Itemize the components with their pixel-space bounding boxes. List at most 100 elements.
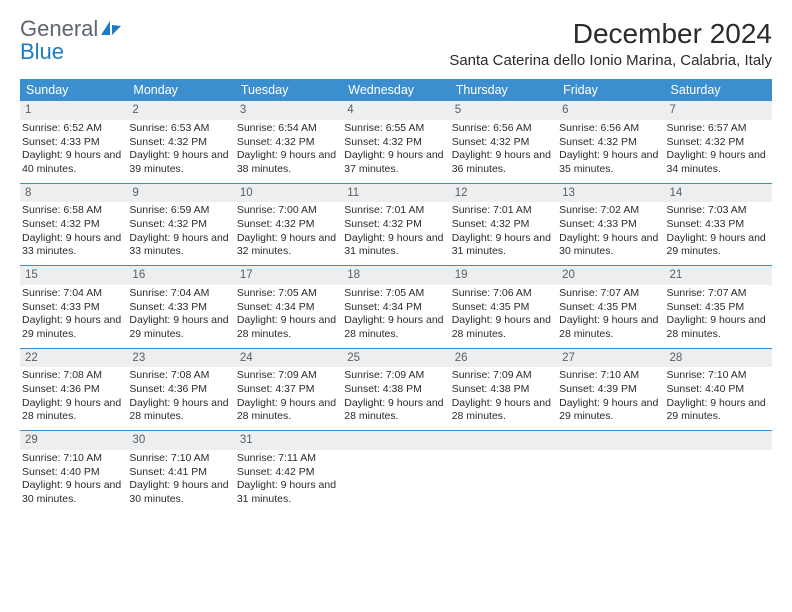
sunset-text: Sunset: 4:34 PM — [237, 301, 340, 315]
daylight-text: Daylight: 9 hours and 30 minutes. — [22, 479, 125, 506]
day-cell — [665, 431, 772, 513]
sunset-text: Sunset: 4:32 PM — [667, 136, 770, 150]
day-cell: 18Sunrise: 7:05 AMSunset: 4:34 PMDayligh… — [342, 266, 449, 348]
week-row: 22Sunrise: 7:08 AMSunset: 4:36 PMDayligh… — [20, 348, 772, 431]
weeks-container: 1Sunrise: 6:52 AMSunset: 4:33 PMDaylight… — [20, 101, 772, 513]
daylight-text: Daylight: 9 hours and 29 minutes. — [129, 314, 232, 341]
daylight-text: Daylight: 9 hours and 35 minutes. — [559, 149, 662, 176]
sunrise-text: Sunrise: 7:08 AM — [22, 369, 125, 383]
day-cell: 8Sunrise: 6:58 AMSunset: 4:32 PMDaylight… — [20, 184, 127, 266]
day-number: 8 — [20, 184, 127, 203]
day-number: 7 — [665, 101, 772, 120]
day-body: Sunrise: 7:05 AMSunset: 4:34 PMDaylight:… — [342, 285, 449, 348]
dayhead-wednesday: Wednesday — [342, 79, 449, 101]
day-number: 19 — [450, 266, 557, 285]
dayhead-saturday: Saturday — [665, 79, 772, 101]
daylight-text: Daylight: 9 hours and 28 minutes. — [237, 397, 340, 424]
sunrise-text: Sunrise: 6:58 AM — [22, 204, 125, 218]
day-cell: 19Sunrise: 7:06 AMSunset: 4:35 PMDayligh… — [450, 266, 557, 348]
day-number: 22 — [20, 349, 127, 368]
day-cell: 14Sunrise: 7:03 AMSunset: 4:33 PMDayligh… — [665, 184, 772, 266]
sunrise-text: Sunrise: 6:55 AM — [344, 122, 447, 136]
sunset-text: Sunset: 4:37 PM — [237, 383, 340, 397]
day-body: Sunrise: 7:01 AMSunset: 4:32 PMDaylight:… — [342, 202, 449, 265]
sunrise-text: Sunrise: 7:09 AM — [452, 369, 555, 383]
sunset-text: Sunset: 4:32 PM — [452, 136, 555, 150]
day-number: 6 — [557, 101, 664, 120]
day-number: 16 — [127, 266, 234, 285]
day-cell: 23Sunrise: 7:08 AMSunset: 4:36 PMDayligh… — [127, 349, 234, 431]
sunset-text: Sunset: 4:32 PM — [129, 136, 232, 150]
daylight-text: Daylight: 9 hours and 39 minutes. — [129, 149, 232, 176]
day-cell: 2Sunrise: 6:53 AMSunset: 4:32 PMDaylight… — [127, 101, 234, 183]
day-body: Sunrise: 6:55 AMSunset: 4:32 PMDaylight:… — [342, 120, 449, 183]
title-block: December 2024 Santa Caterina dello Ionio… — [449, 18, 772, 73]
day-cell: 29Sunrise: 7:10 AMSunset: 4:40 PMDayligh… — [20, 431, 127, 513]
day-cell — [450, 431, 557, 513]
day-number: 27 — [557, 349, 664, 368]
sunset-text: Sunset: 4:32 PM — [22, 218, 125, 232]
sunrise-text: Sunrise: 7:07 AM — [559, 287, 662, 301]
daylight-text: Daylight: 9 hours and 31 minutes. — [452, 232, 555, 259]
sunrise-text: Sunrise: 7:10 AM — [559, 369, 662, 383]
week-row: 29Sunrise: 7:10 AMSunset: 4:40 PMDayligh… — [20, 430, 772, 513]
daylight-text: Daylight: 9 hours and 31 minutes. — [237, 479, 340, 506]
sunset-text: Sunset: 4:32 PM — [129, 218, 232, 232]
day-cell: 11Sunrise: 7:01 AMSunset: 4:32 PMDayligh… — [342, 184, 449, 266]
dayhead-monday: Monday — [127, 79, 234, 101]
sunset-text: Sunset: 4:42 PM — [237, 466, 340, 480]
sunrise-text: Sunrise: 7:10 AM — [22, 452, 125, 466]
logo-sail-icon — [100, 20, 122, 41]
daylight-text: Daylight: 9 hours and 30 minutes. — [129, 479, 232, 506]
sunrise-text: Sunrise: 7:02 AM — [559, 204, 662, 218]
daylight-text: Daylight: 9 hours and 32 minutes. — [237, 232, 340, 259]
sunset-text: Sunset: 4:35 PM — [667, 301, 770, 315]
day-number — [342, 431, 449, 450]
day-cell: 30Sunrise: 7:10 AMSunset: 4:41 PMDayligh… — [127, 431, 234, 513]
day-cell: 1Sunrise: 6:52 AMSunset: 4:33 PMDaylight… — [20, 101, 127, 183]
day-body: Sunrise: 6:53 AMSunset: 4:32 PMDaylight:… — [127, 120, 234, 183]
day-number: 26 — [450, 349, 557, 368]
logo: General Blue — [20, 18, 122, 64]
sunrise-text: Sunrise: 6:56 AM — [559, 122, 662, 136]
day-body: Sunrise: 6:56 AMSunset: 4:32 PMDaylight:… — [557, 120, 664, 183]
daylight-text: Daylight: 9 hours and 33 minutes. — [22, 232, 125, 259]
sunrise-text: Sunrise: 6:59 AM — [129, 204, 232, 218]
day-body: Sunrise: 6:58 AMSunset: 4:32 PMDaylight:… — [20, 202, 127, 265]
calendar: Sunday Monday Tuesday Wednesday Thursday… — [20, 79, 772, 513]
sunrise-text: Sunrise: 7:11 AM — [237, 452, 340, 466]
daylight-text: Daylight: 9 hours and 34 minutes. — [667, 149, 770, 176]
day-number — [557, 431, 664, 450]
sunset-text: Sunset: 4:33 PM — [559, 218, 662, 232]
day-body: Sunrise: 7:06 AMSunset: 4:35 PMDaylight:… — [450, 285, 557, 348]
sunset-text: Sunset: 4:38 PM — [452, 383, 555, 397]
day-number: 3 — [235, 101, 342, 120]
daylight-text: Daylight: 9 hours and 28 minutes. — [559, 314, 662, 341]
sunrise-text: Sunrise: 7:06 AM — [452, 287, 555, 301]
day-body: Sunrise: 7:08 AMSunset: 4:36 PMDaylight:… — [20, 367, 127, 430]
sunrise-text: Sunrise: 7:08 AM — [129, 369, 232, 383]
sunrise-text: Sunrise: 7:00 AM — [237, 204, 340, 218]
sunrise-text: Sunrise: 7:09 AM — [237, 369, 340, 383]
sunrise-text: Sunrise: 6:53 AM — [129, 122, 232, 136]
sunrise-text: Sunrise: 7:05 AM — [237, 287, 340, 301]
day-number: 15 — [20, 266, 127, 285]
day-body: Sunrise: 7:10 AMSunset: 4:40 PMDaylight:… — [20, 450, 127, 513]
sunrise-text: Sunrise: 7:05 AM — [344, 287, 447, 301]
day-body: Sunrise: 6:57 AMSunset: 4:32 PMDaylight:… — [665, 120, 772, 183]
sunrise-text: Sunrise: 7:03 AM — [667, 204, 770, 218]
sunset-text: Sunset: 4:32 PM — [344, 218, 447, 232]
sunset-text: Sunset: 4:33 PM — [667, 218, 770, 232]
sunset-text: Sunset: 4:40 PM — [667, 383, 770, 397]
day-number: 1 — [20, 101, 127, 120]
sunset-text: Sunset: 4:35 PM — [452, 301, 555, 315]
sunrise-text: Sunrise: 7:09 AM — [344, 369, 447, 383]
day-cell — [557, 431, 664, 513]
day-body: Sunrise: 7:04 AMSunset: 4:33 PMDaylight:… — [20, 285, 127, 348]
day-body: Sunrise: 7:10 AMSunset: 4:41 PMDaylight:… — [127, 450, 234, 513]
sunset-text: Sunset: 4:33 PM — [129, 301, 232, 315]
dayhead-tuesday: Tuesday — [235, 79, 342, 101]
day-number: 13 — [557, 184, 664, 203]
day-number — [665, 431, 772, 450]
sunset-text: Sunset: 4:36 PM — [22, 383, 125, 397]
